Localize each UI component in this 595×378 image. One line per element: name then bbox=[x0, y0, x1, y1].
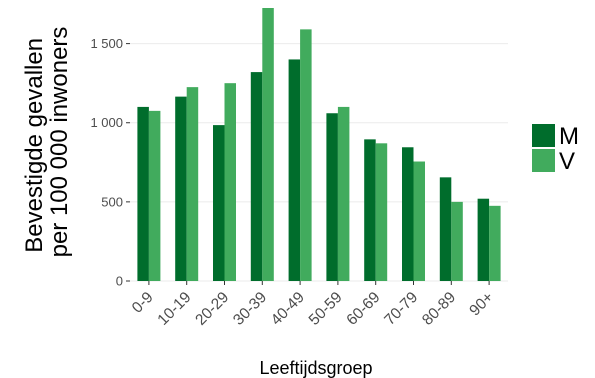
x-axis-ticks: 0-910-1920-2930-3940-4950-5960-6970-7980… bbox=[129, 281, 497, 329]
bar-M-80-89 bbox=[439, 177, 452, 281]
x-axis-title: Leeftijdsgroep bbox=[259, 358, 372, 378]
x-tick-label: 80-89 bbox=[419, 289, 459, 329]
legend: MV bbox=[532, 123, 579, 175]
x-tick-label: 50-59 bbox=[306, 289, 346, 329]
bar-V-20-29 bbox=[224, 83, 236, 281]
y-tick-label: 1 500 bbox=[90, 36, 123, 51]
bar-M-60-69 bbox=[364, 139, 376, 281]
bar-V-70-79 bbox=[413, 161, 425, 281]
bar-V-60-69 bbox=[375, 143, 388, 281]
bar-M-10-19 bbox=[175, 96, 187, 281]
x-tick-label: 60-69 bbox=[343, 289, 383, 329]
legend-label-V: V bbox=[559, 148, 575, 175]
y-tick-label: 500 bbox=[101, 194, 123, 209]
x-tick-label: 90+ bbox=[466, 289, 497, 320]
x-tick-label: 40-49 bbox=[268, 289, 308, 329]
bar-V-40-49 bbox=[300, 29, 312, 281]
bar-M-50-59 bbox=[326, 113, 338, 282]
bar-M-40-49 bbox=[288, 59, 301, 281]
bar-M-0-9 bbox=[137, 106, 149, 281]
x-tick-label: 20-29 bbox=[192, 289, 232, 329]
bar-V-0-9 bbox=[148, 110, 161, 281]
x-tick-label: 70-79 bbox=[381, 289, 421, 329]
bar-V-90+ bbox=[489, 205, 501, 281]
y-tick-label: 0 bbox=[116, 274, 123, 289]
bar-M-30-39 bbox=[250, 72, 263, 282]
bars bbox=[137, 8, 501, 282]
y-axis-title: Bevestigde gevallen per 100 000 inwoners bbox=[21, 27, 73, 258]
bar-M-70-79 bbox=[402, 147, 414, 281]
x-tick-label: 30-39 bbox=[230, 289, 270, 329]
bar-M-20-29 bbox=[213, 125, 225, 282]
bar-V-10-19 bbox=[186, 87, 199, 281]
y-axis-title-line-1: Bevestigde gevallen bbox=[21, 38, 48, 253]
bar-V-30-39 bbox=[262, 8, 274, 281]
legend-swatch-M bbox=[532, 124, 555, 147]
legend-swatch-V bbox=[532, 149, 555, 172]
bar-V-80-89 bbox=[451, 201, 463, 281]
bar-M-90+ bbox=[477, 198, 490, 281]
legend-label-M: M bbox=[559, 123, 579, 150]
x-tick-label: 0-9 bbox=[129, 289, 157, 317]
y-axis-ticks: 0 500 1 000 1 500 bbox=[90, 36, 130, 289]
x-tick-label: 10-19 bbox=[154, 289, 194, 329]
y-tick-label: 1 000 bbox=[90, 115, 123, 130]
y-axis-title-line-2: per 100 000 inwoners bbox=[46, 27, 73, 258]
bar-V-50-59 bbox=[337, 106, 350, 281]
